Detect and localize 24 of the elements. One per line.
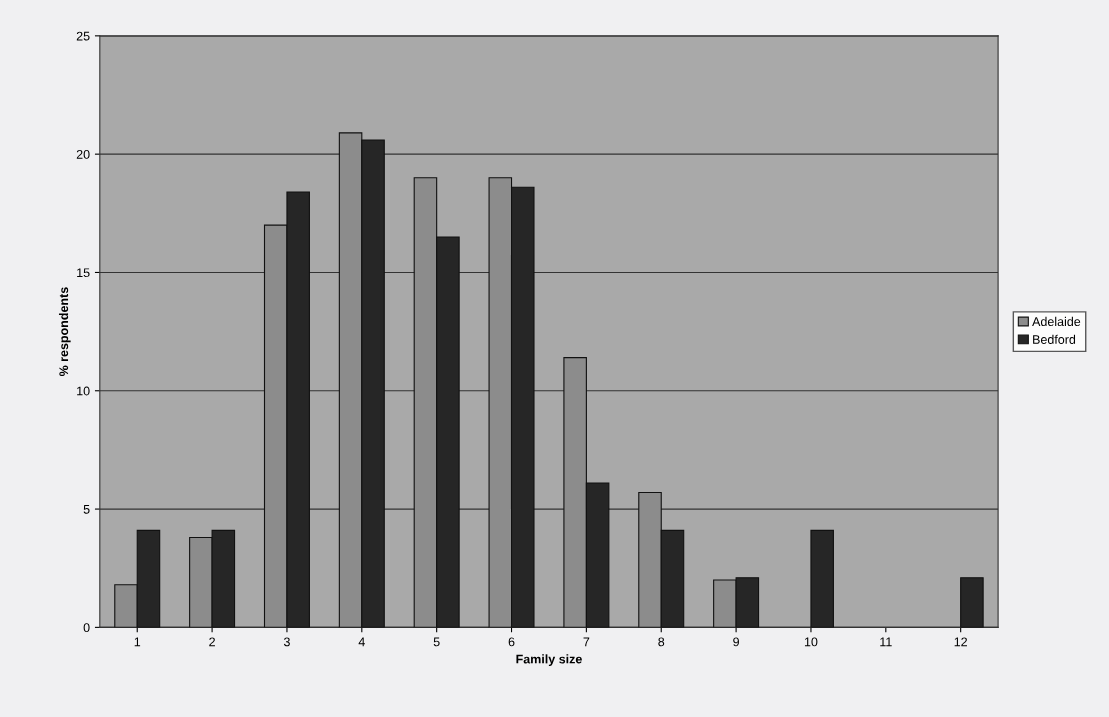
y-tick-label: 15 <box>77 268 90 278</box>
y-tick-label: 5 <box>83 505 90 514</box>
y-tick-label: 0 <box>83 623 90 633</box>
y-axis-title: % respondents <box>58 287 71 377</box>
x-tick-label: 3 <box>283 637 290 647</box>
legend-label: Bedford <box>1033 334 1076 344</box>
x-tick-label: 8 <box>658 637 665 647</box>
bar <box>960 577 984 628</box>
x-tick-label: 12 <box>954 637 967 647</box>
bar <box>810 529 834 628</box>
x-tick-label: 6 <box>508 637 515 647</box>
x-tick-label: 1 <box>134 637 141 647</box>
x-tick-label: 10 <box>804 637 818 647</box>
x-tick-label: 2 <box>209 637 215 647</box>
x-tick-label: 11 <box>880 637 892 647</box>
x-tick-label: 9 <box>733 637 739 647</box>
y-tick-label: 25 <box>76 31 90 41</box>
x-axis-title: Family size <box>516 654 582 666</box>
x-tick-label: 5 <box>433 637 440 647</box>
y-tick-label: 20 <box>76 149 90 159</box>
x-tick-label: 4 <box>358 637 365 647</box>
y-tick-label: 10 <box>77 386 90 396</box>
legend-label: Adelaide <box>1032 316 1081 327</box>
x-tick-label: 7 <box>583 637 590 647</box>
